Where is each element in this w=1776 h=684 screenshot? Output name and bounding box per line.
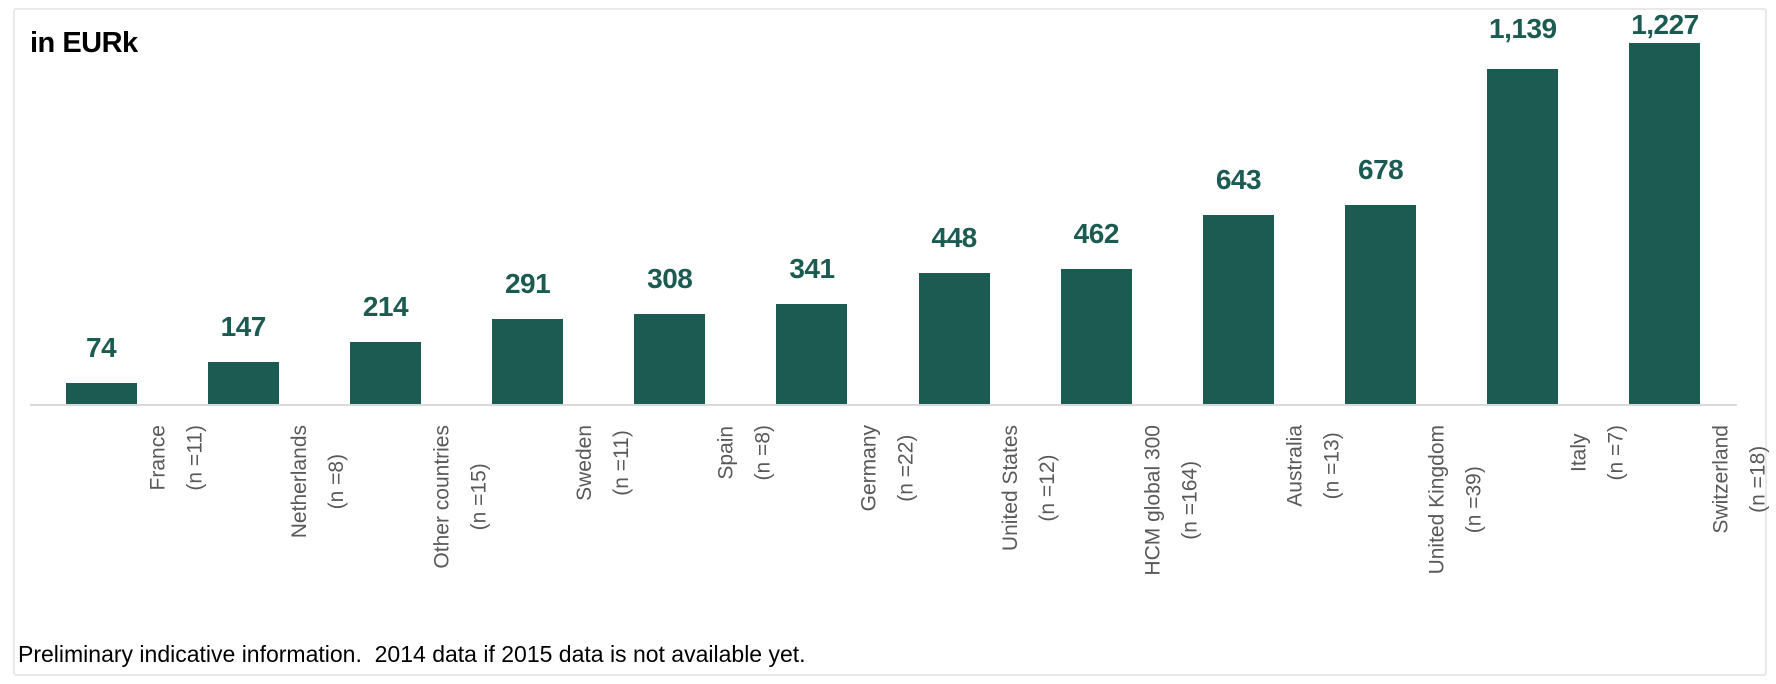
- bar-value-label: 462: [1073, 218, 1120, 249]
- bar: [1629, 43, 1701, 405]
- category-label: Switzerland (n =18): [1703, 425, 1776, 534]
- bar-column: 291: [457, 269, 599, 405]
- bar-value-label: 643: [1215, 164, 1262, 195]
- category-label-cell: Germany (n =22): [741, 407, 917, 622]
- bar: [65, 383, 137, 405]
- category-name: Spain: [714, 425, 738, 480]
- bar-column: 74: [30, 333, 172, 405]
- category-name: Other countries: [430, 425, 454, 569]
- x-axis-line: [30, 404, 1737, 406]
- bar-value-label: 308: [647, 263, 693, 294]
- category-label-cell: United Kingdom (n =39): [1310, 407, 1486, 622]
- bar: [492, 319, 564, 405]
- category-name: Sweden: [572, 425, 596, 501]
- category-label-cell: Italy (n =7): [1452, 407, 1628, 622]
- bar-value-label: 341: [789, 253, 835, 284]
- bar-column: 341: [741, 254, 883, 405]
- bar-column: 1,139: [1452, 14, 1594, 405]
- plot-area: 74 147 214 291 308 341 448 462 643 678 1: [30, 0, 1736, 405]
- category-name: United Kingdom: [1425, 425, 1449, 575]
- axis-unit-label: in EURk: [30, 27, 138, 59]
- bar-column: 448: [883, 223, 1025, 405]
- category-axis: France (n =11) Netherlands (n =8) Other …: [30, 407, 1770, 622]
- category-label-cell: HCM global 300 (n =164): [1025, 407, 1201, 622]
- category-label-cell: Netherlands (n =8): [172, 407, 348, 622]
- bar-column: 678: [1310, 155, 1452, 405]
- bar-column: 643: [1167, 165, 1309, 405]
- bar: [1060, 269, 1132, 405]
- category-name: HCM global 300: [1141, 425, 1165, 576]
- bar: [1202, 215, 1274, 405]
- bar-value-label: 214: [362, 291, 409, 322]
- bar: [1345, 205, 1417, 405]
- bar-value-label: 448: [931, 222, 978, 253]
- category-label-cell: Other countries (n =15): [314, 407, 490, 622]
- bar: [1487, 69, 1559, 405]
- category-label-cell: France (n =11): [30, 407, 206, 622]
- category-label-cell: Australia (n =13): [1167, 407, 1343, 622]
- category-n-count: (n =18): [1746, 445, 1770, 513]
- footnote-text: Preliminary indicative information. 2014…: [18, 641, 806, 667]
- category-name: United States: [999, 425, 1023, 552]
- bar: [634, 314, 706, 405]
- category-name: Australia: [1283, 425, 1307, 507]
- bar-column: 214: [314, 292, 456, 405]
- bar-value-label: 74: [86, 332, 117, 363]
- category-name: Italy: [1567, 433, 1591, 472]
- category-name: Germany: [856, 425, 880, 512]
- category-label-cell: Switzerland (n =18): [1594, 407, 1770, 622]
- bar-value-label: 678: [1358, 154, 1404, 185]
- category-label-cell: United States (n =12): [883, 407, 1059, 622]
- bar: [776, 304, 848, 405]
- bar: [349, 342, 421, 405]
- category-name: France: [146, 425, 170, 491]
- category-name: Netherlands: [288, 425, 312, 539]
- category-label-cell: Spain (n =8): [599, 407, 775, 622]
- category-name: Switzerland: [1709, 425, 1733, 534]
- bar-value-label: 147: [220, 311, 267, 342]
- bar-value-label: 1,139: [1489, 13, 1557, 44]
- bar-column: 308: [599, 264, 741, 405]
- bar: [207, 362, 279, 405]
- bar-column: 1,227: [1594, 10, 1736, 405]
- bar-column: 147: [172, 312, 314, 405]
- bar: [918, 273, 990, 405]
- bar-column: 462: [1025, 219, 1167, 405]
- bar-value-label: 291: [504, 268, 551, 299]
- category-label-cell: Sweden (n =11): [457, 407, 633, 622]
- bar-value-label: 1,227: [1631, 9, 1699, 40]
